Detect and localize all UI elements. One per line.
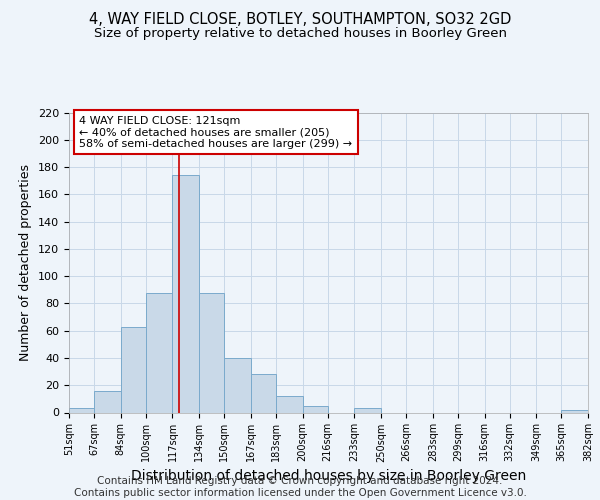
- Bar: [276, 396, 302, 412]
- Bar: [251, 374, 276, 412]
- Bar: [199, 292, 224, 412]
- Bar: [94, 390, 121, 412]
- Bar: [562, 410, 588, 412]
- Bar: [121, 326, 146, 412]
- Text: 4 WAY FIELD CLOSE: 121sqm
← 40% of detached houses are smaller (205)
58% of semi: 4 WAY FIELD CLOSE: 121sqm ← 40% of detac…: [79, 116, 353, 148]
- Text: Size of property relative to detached houses in Boorley Green: Size of property relative to detached ho…: [94, 28, 506, 40]
- Bar: [224, 358, 251, 412]
- X-axis label: Distribution of detached houses by size in Boorley Green: Distribution of detached houses by size …: [131, 468, 526, 482]
- Text: Contains HM Land Registry data © Crown copyright and database right 2024.
Contai: Contains HM Land Registry data © Crown c…: [74, 476, 526, 498]
- Bar: [146, 292, 172, 412]
- Text: 4, WAY FIELD CLOSE, BOTLEY, SOUTHAMPTON, SO32 2GD: 4, WAY FIELD CLOSE, BOTLEY, SOUTHAMPTON,…: [89, 12, 511, 28]
- Bar: [69, 408, 94, 412]
- Bar: [302, 406, 328, 412]
- Bar: [355, 408, 381, 412]
- Bar: [172, 175, 199, 412]
- Y-axis label: Number of detached properties: Number of detached properties: [19, 164, 32, 361]
